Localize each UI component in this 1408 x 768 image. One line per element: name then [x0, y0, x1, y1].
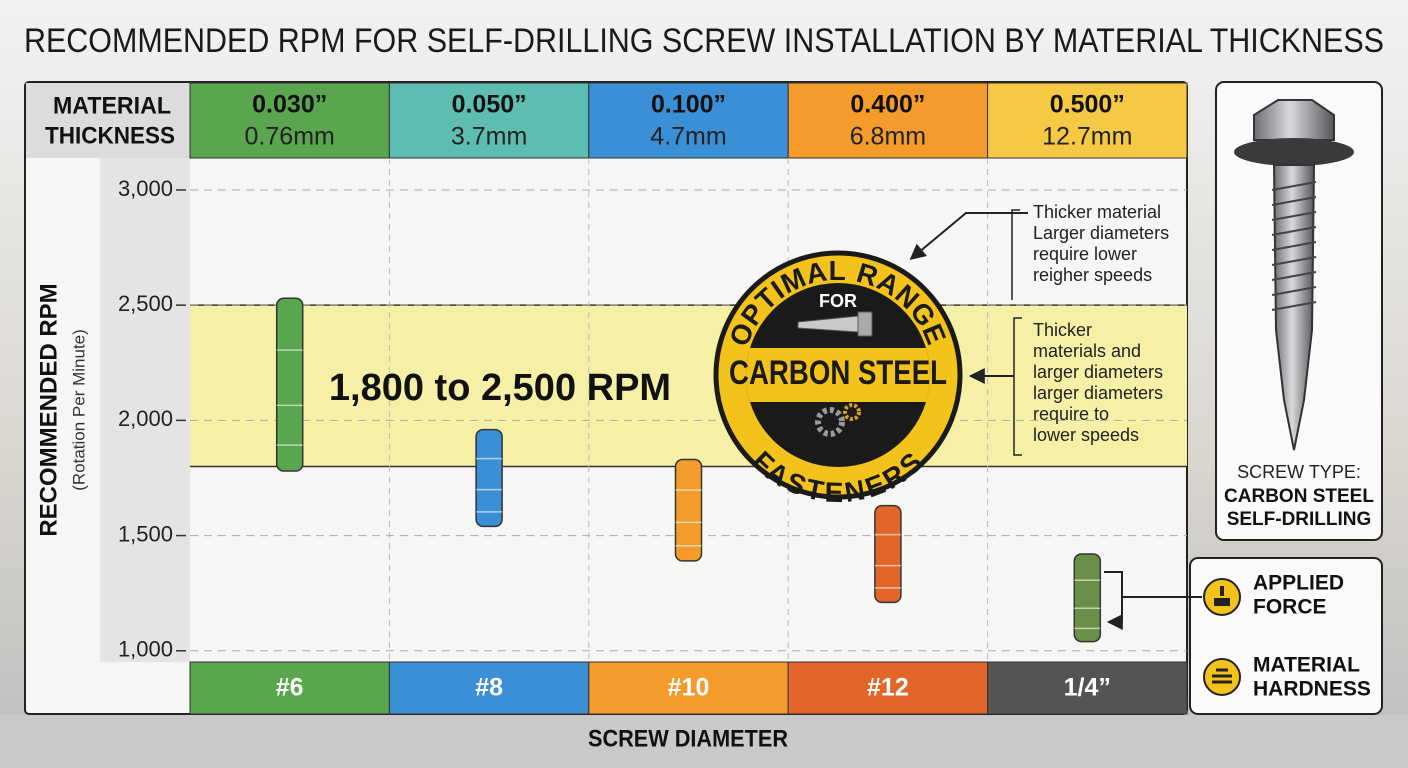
chart-title: RECOMMENDED RPM FOR SELF-DRILLING SCREW …: [24, 22, 1384, 60]
annotation-text: reigher speeds: [1033, 265, 1152, 285]
annotation-text: Thicker material: [1033, 202, 1161, 222]
gear-icon: [843, 403, 861, 421]
screw-type-value: CARBON STEEL: [1224, 486, 1374, 507]
y-tick-label: 2,500: [118, 291, 173, 316]
thickness-inch: 0.100”: [651, 91, 726, 119]
header-cell: [588, 82, 789, 159]
thickness-mm: 12.7mm: [1042, 123, 1132, 151]
category-cell: [987, 661, 1188, 715]
annotation-bracket: [1013, 317, 1022, 456]
factor-icon-glyph: [1212, 668, 1232, 684]
floor: [0, 715, 1408, 768]
header-label: MATERIAL: [53, 92, 171, 119]
x-tick-label: 1/4”: [1064, 674, 1111, 702]
screw-threads: [1271, 181, 1317, 311]
optimal-band: [190, 305, 1187, 467]
screw-type-value: SELF-DRILLING: [1227, 509, 1372, 530]
range-bar: [475, 428, 503, 528]
y-axis-label: RECOMMENDED RPM: [35, 283, 62, 536]
range-bar: [275, 297, 304, 472]
screw-washer: [1234, 138, 1354, 166]
annotation-arrow: [909, 212, 1028, 261]
badge-main-text: CARBON STEEL: [729, 354, 947, 392]
screw-illustration: [1234, 99, 1354, 451]
factor-label: MATERIAL: [1253, 654, 1360, 677]
annotation-text: lower speeds: [1033, 425, 1139, 445]
y-axis-sublabel: (Rotation Per Minute): [69, 329, 88, 491]
x-tick-label: #10: [668, 674, 710, 702]
category-cell: [588, 661, 789, 715]
annotation-text: larger diameters: [1033, 362, 1163, 382]
factor-label: HARDNESS: [1253, 678, 1371, 701]
badge-for: FOR: [819, 291, 857, 311]
screw-shank: [1272, 164, 1316, 451]
gear-icon: [815, 407, 845, 437]
category-cell: [388, 661, 590, 715]
thickness-inch: 0.030”: [252, 91, 327, 119]
badge: OPTIMAL RANGE FASTENERS FOR CARBON STEEL: [713, 250, 963, 509]
thickness-mm: 6.8mm: [850, 123, 926, 151]
y-tick-label: 2,000: [118, 406, 173, 431]
thickness-mm: 3.7mm: [451, 123, 527, 151]
thickness-inch: 0.400”: [850, 91, 925, 119]
x-tick-label: #12: [867, 674, 909, 702]
thickness-inch: 0.500”: [1050, 91, 1125, 119]
axis-strip: [100, 158, 190, 662]
y-tick-label: 1,000: [118, 637, 173, 662]
category-cell: [189, 661, 390, 715]
range-bar: [674, 458, 703, 562]
header-cell: [189, 82, 390, 159]
y-tick-label: 1,500: [118, 521, 173, 546]
annotation-text: Larger diameters: [1033, 223, 1169, 243]
factor-icon: [1203, 578, 1241, 616]
thickness-mm: 0.76mm: [245, 123, 335, 151]
thickness-inch: 0.050”: [452, 91, 527, 119]
plot-area: 0.030” 0.76mm 0.050” 3.7mm 0.100” 4.7mm 0.400”…: [118, 82, 1188, 715]
annotation-text: materials and: [1033, 341, 1141, 361]
range-bar: [1073, 553, 1102, 643]
x-axis-label: SCREW DIAMETER: [588, 725, 788, 752]
annotation-text: require lower: [1033, 244, 1137, 264]
header-cell: [987, 82, 1188, 159]
header-label-cell: [26, 83, 190, 158]
range-bar: [874, 504, 902, 604]
factor-label: FORCE: [1253, 596, 1327, 619]
screw-head: [1253, 99, 1335, 141]
band-label: 1,800 to 2,500 RPM: [329, 367, 671, 409]
annotation-text: Thicker: [1033, 320, 1092, 340]
badge-screw-head: [857, 311, 873, 337]
thickness-mm: 4.7mm: [650, 123, 726, 151]
badge-band: [746, 348, 930, 402]
x-tick-label: #8: [475, 674, 503, 702]
factor-icon-glyph: [1214, 586, 1230, 606]
header-label: THICKNESS: [45, 122, 175, 149]
screw-type-label: SCREW TYPE:: [1237, 462, 1361, 482]
header-cell: [787, 82, 989, 159]
factor-label: APPLIED: [1253, 572, 1344, 595]
annotation-text: require to: [1033, 404, 1109, 424]
annotation-text: larger diameters: [1033, 383, 1163, 403]
x-tick-label: #6: [276, 674, 304, 702]
y-tick-label: 3,000: [118, 176, 173, 201]
annotation-bracket: [1011, 209, 1020, 300]
category-cell: [787, 661, 989, 715]
